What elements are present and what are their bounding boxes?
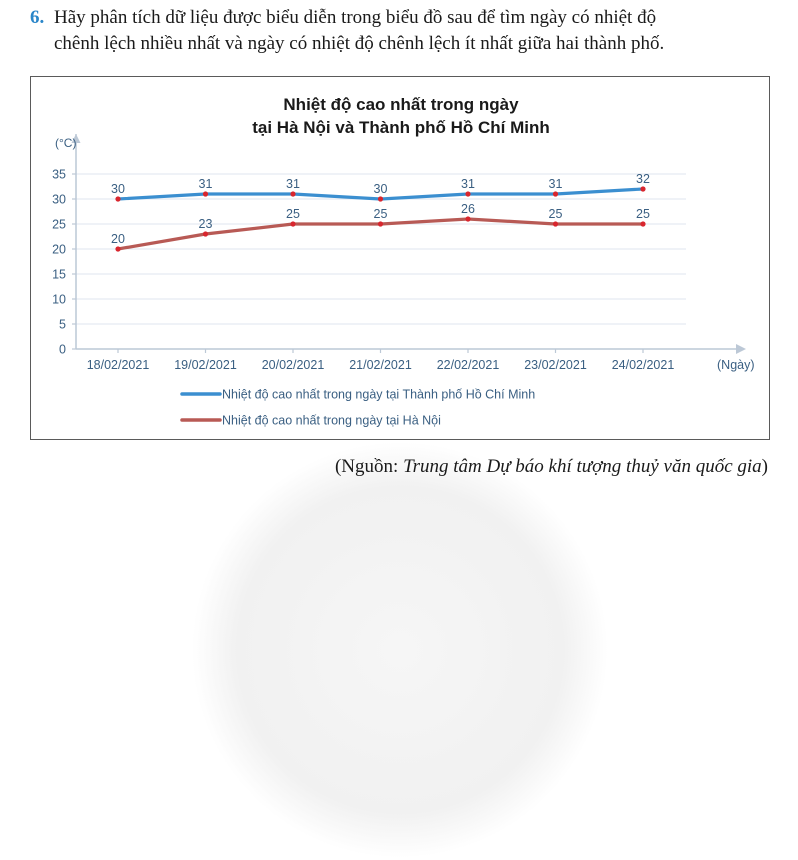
chart-title-line-1: Nhiệt độ cao nhất trong ngày (283, 95, 519, 114)
data-label: 25 (549, 207, 563, 221)
data-point (202, 231, 209, 237)
data-label: 26 (461, 202, 475, 216)
data-label: 25 (286, 207, 300, 221)
source-suffix: ) (761, 456, 768, 477)
data-label: 30 (111, 182, 125, 196)
data-label: 20 (111, 232, 125, 246)
x-tick-label: 21/02/2021 (349, 358, 412, 372)
data-label: 31 (461, 177, 475, 191)
legend-label: Nhiệt độ cao nhất trong ngày tại Hà Nội (222, 414, 441, 428)
data-label: 32 (636, 172, 650, 186)
data-label: 31 (199, 177, 213, 191)
data-point (640, 186, 646, 192)
source-name: Trung tâm Dự báo khí tượng thuỷ văn quốc… (403, 456, 762, 477)
data-label: 31 (286, 177, 300, 191)
background-watermark (190, 440, 610, 860)
x-tick-label: 18/02/2021 (87, 358, 150, 372)
y-tick-label: 5 (59, 318, 66, 332)
data-point (290, 191, 296, 197)
data-label: 31 (549, 177, 563, 191)
question-text-line-2: chênh lệch nhiều nhất và ngày có nhiệt đ… (54, 33, 665, 54)
data-point (640, 221, 646, 227)
data-point (115, 196, 121, 202)
source-citation: (Nguồn: Trung tâm Dự báo khí tượng thuỷ … (335, 456, 768, 478)
y-tick-label: 30 (52, 193, 66, 207)
chart-frame: Nhiệt độ cao nhất trong ngày tại Hà Nội … (30, 76, 770, 440)
source-prefix: (Nguồn: (334, 456, 404, 477)
x-tick-label: 22/02/2021 (437, 358, 500, 372)
y-tick-label: 25 (52, 218, 66, 232)
data-point (377, 196, 384, 202)
y-tick-label: 20 (52, 243, 66, 257)
data-point (377, 221, 384, 227)
legend-label: Nhiệt độ cao nhất trong ngày tại Thành p… (222, 388, 535, 402)
data-label: 23 (199, 217, 213, 231)
y-tick-label: 10 (52, 293, 66, 307)
x-axis-unit-label: (Ngày) (717, 358, 755, 372)
chart-title-line-2: tại Hà Nội và Thành phố Hồ Chí Minh (252, 118, 550, 137)
data-point (290, 221, 296, 227)
y-axis-arrow (71, 134, 81, 143)
y-tick-label: 15 (52, 268, 66, 282)
data-point (115, 246, 121, 252)
line-chart: 0 5 10 15 20 25 30 35 (°C) (Ngày) 18/02/2021 19/02/… (52, 134, 755, 428)
question-number: 6. (30, 7, 45, 28)
data-point (202, 191, 209, 197)
x-tick-label: 24/02/2021 (612, 358, 675, 372)
data-point (465, 216, 471, 222)
y-axis-unit-label: (°C) (55, 136, 76, 150)
data-point (465, 191, 471, 197)
x-tick-label: 23/02/2021 (524, 358, 587, 372)
x-tick-label: 20/02/2021 (262, 358, 325, 372)
question-text-line-1: Hãy phân tích dữ liệu được biểu diễn tro… (54, 7, 657, 28)
data-point (552, 221, 559, 227)
data-label: 25 (636, 207, 650, 221)
x-tick-label: 19/02/2021 (174, 358, 237, 372)
data-label: 30 (374, 182, 388, 196)
data-point (552, 191, 559, 197)
y-tick-label: 35 (52, 168, 66, 182)
data-label: 25 (374, 207, 388, 221)
x-axis-arrow (736, 344, 746, 354)
y-tick-label: 0 (59, 343, 66, 357)
